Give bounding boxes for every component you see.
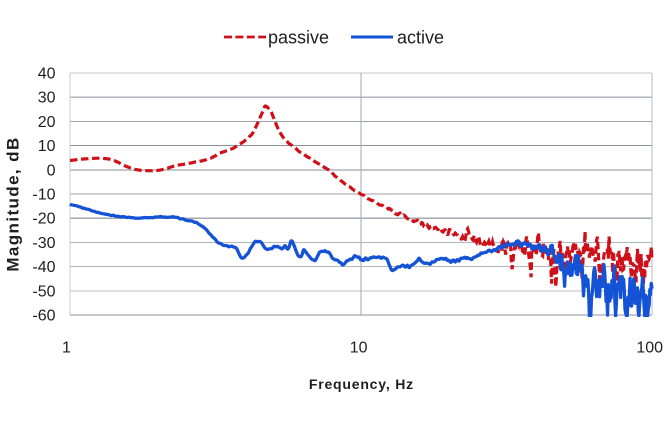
svg-text:30: 30 bbox=[38, 90, 56, 107]
svg-text:20: 20 bbox=[38, 114, 56, 131]
svg-text:-20: -20 bbox=[32, 211, 55, 228]
svg-text:0: 0 bbox=[47, 162, 56, 179]
svg-text:10: 10 bbox=[350, 340, 368, 357]
svg-text:-60: -60 bbox=[32, 308, 55, 325]
svg-text:-10: -10 bbox=[32, 187, 55, 204]
svg-text:40: 40 bbox=[38, 66, 56, 83]
svg-text:passive: passive bbox=[268, 28, 329, 48]
svg-text:active: active bbox=[397, 28, 444, 48]
svg-text:-30: -30 bbox=[32, 235, 55, 252]
svg-text:1: 1 bbox=[62, 340, 71, 357]
svg-text:-50: -50 bbox=[32, 283, 55, 300]
svg-text:Magnitude, dB: Magnitude, dB bbox=[4, 136, 23, 271]
svg-text:10: 10 bbox=[38, 138, 56, 155]
svg-text:100: 100 bbox=[636, 340, 663, 357]
svg-text:-40: -40 bbox=[32, 259, 55, 276]
svg-text:Frequency, Hz: Frequency, Hz bbox=[309, 376, 414, 392]
